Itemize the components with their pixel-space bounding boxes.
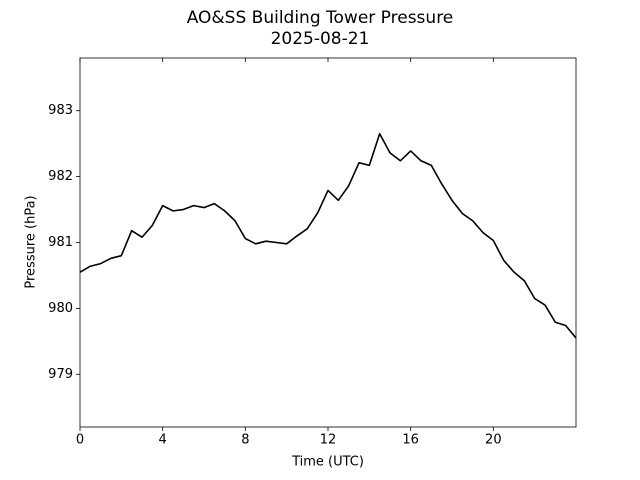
y-axis-label: Pressure (hPa) [24, 195, 39, 288]
y-tick-label: 981 [48, 235, 73, 250]
chart-title: AO&SS Building Tower Pressure [187, 8, 454, 28]
x-tick-label: 16 [402, 433, 419, 448]
plot-frame [79, 57, 577, 428]
chart-subtitle: 2025-08-21 [271, 29, 370, 49]
y-tick-label: 980 [48, 301, 73, 316]
x-axis-label: Time (UTC) [291, 455, 364, 470]
x-tick-label: 20 [485, 433, 502, 448]
y-tick-label: 979 [48, 367, 73, 382]
y-tick-label: 982 [48, 169, 73, 184]
x-tick-label: 12 [320, 433, 337, 448]
x-tick-label: 4 [159, 433, 167, 448]
x-tick-label: 0 [76, 433, 84, 448]
data-line [79, 132, 577, 339]
x-tick-label: 8 [241, 433, 249, 448]
y-tick-label: 983 [48, 103, 73, 118]
